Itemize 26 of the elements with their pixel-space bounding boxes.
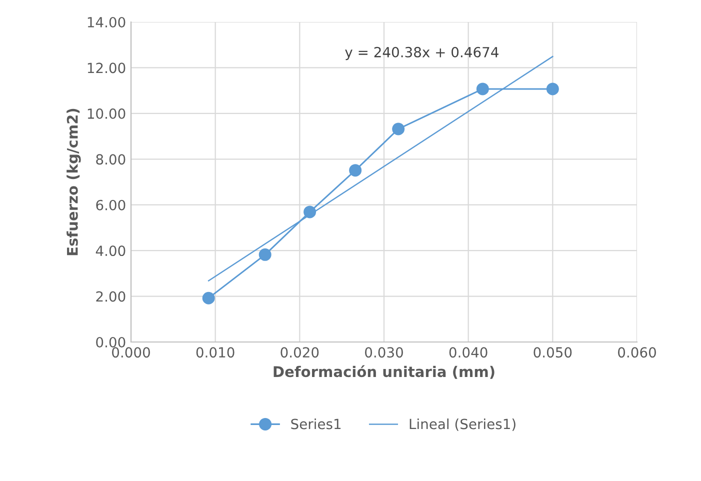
legend-label: Series1 <box>291 418 341 430</box>
x-tick-label: 0.010 <box>196 347 234 358</box>
x-axis-title: Deformación unitaria (mm) <box>274 365 494 379</box>
y-tick-label: 6.00 <box>96 200 126 210</box>
point <box>349 164 362 177</box>
x-tick-label: 0.040 <box>449 347 488 358</box>
x-tick-label: 0.050 <box>534 347 572 358</box>
y-axis-title: Esfuerzo (kg/cm2) <box>66 108 81 256</box>
legend-label: Lineal (Series1) <box>410 418 516 431</box>
y-tick-label: 14.00 <box>88 16 126 28</box>
annotation: y = 240.38x + 0.4674 <box>345 46 498 60</box>
y-tick-label: 8.00 <box>96 154 126 165</box>
point <box>546 82 559 96</box>
point <box>476 82 489 96</box>
y-tick-label: 4.00 <box>96 246 126 256</box>
point <box>392 122 405 136</box>
y-tick-label: 2.00 <box>96 291 126 302</box>
x-tick-label: 0.030 <box>365 347 403 358</box>
y-tick-label: 10.00 <box>88 108 126 119</box>
y-tick-label: 0.00 <box>96 336 126 348</box>
point <box>202 292 215 304</box>
x-tick-label: 0.020 <box>280 347 319 358</box>
y-tick-label: 12.00 <box>88 62 126 74</box>
x-tick-label: 0.060 <box>618 347 656 358</box>
x-tick-label: 0.000 <box>112 347 150 358</box>
point <box>258 248 272 261</box>
